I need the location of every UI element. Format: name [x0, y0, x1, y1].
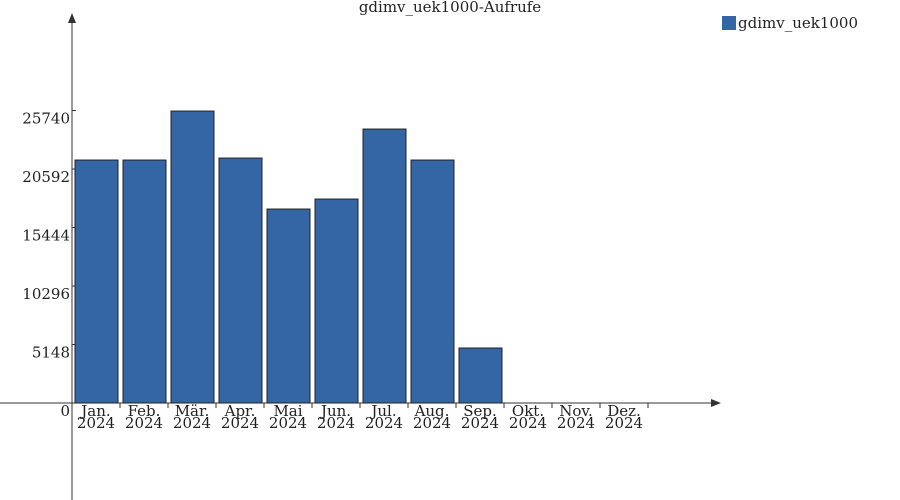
- y-tick-label: 0: [60, 402, 70, 420]
- bar: [170, 110, 215, 404]
- bar: [218, 157, 263, 404]
- x-tick-label: Mai 2024: [268, 402, 308, 432]
- x-tick-label: Apr. 2024: [220, 402, 260, 432]
- x-tick-label: Mär. 2024: [172, 402, 212, 432]
- legend-label: gdimv_uek1000: [738, 14, 858, 32]
- y-tick-label: 25740: [22, 110, 70, 128]
- x-axis-arrow: [711, 399, 721, 407]
- bar: [410, 159, 455, 404]
- chart-title: gdimv_uek1000-Aufrufe: [359, 0, 541, 16]
- bar: [458, 347, 503, 404]
- x-tick-label: Jul. 2024: [364, 402, 404, 432]
- x-tick-label: Sep. 2024: [460, 402, 500, 432]
- x-tick-label: Dez. 2024: [604, 402, 644, 432]
- x-tick-label: Okt. 2024: [508, 402, 548, 432]
- y-tick-label: 5148: [32, 344, 70, 362]
- bar: [266, 208, 311, 404]
- y-tick-label: 20592: [22, 168, 70, 186]
- bar: [362, 128, 407, 404]
- y-tick-label: 15444: [22, 227, 70, 245]
- x-tick-label: Jun. 2024: [316, 402, 356, 432]
- bar: [122, 159, 167, 404]
- y-tick-label: 10296: [22, 285, 70, 303]
- x-tick-label: Feb. 2024: [124, 402, 164, 432]
- bar: [74, 159, 119, 404]
- y-axis-arrow: [68, 13, 76, 23]
- legend-swatch: [722, 16, 736, 30]
- bar: [314, 198, 359, 404]
- x-tick-label: Jan. 2024: [76, 402, 116, 432]
- x-tick-label: Aug. 2024: [412, 402, 452, 432]
- x-tick-label: Nov. 2024: [556, 402, 596, 432]
